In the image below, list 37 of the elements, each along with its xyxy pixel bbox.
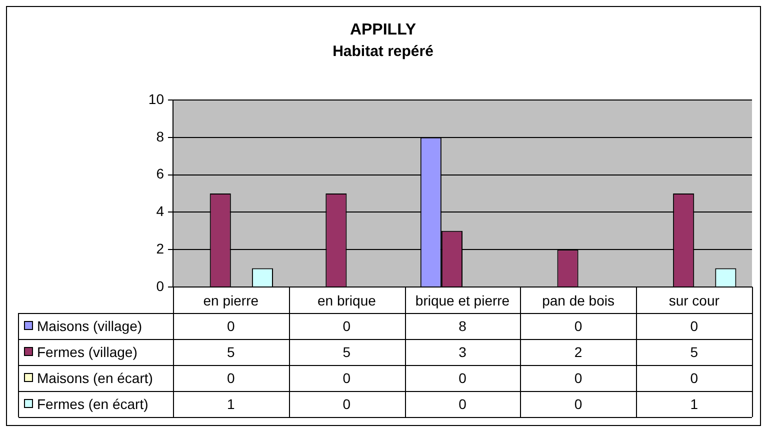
y-tick-label: 8 [156, 128, 164, 144]
y-tick-label: 0 [156, 278, 164, 294]
chart-subtitle: Habitat repéré [332, 43, 434, 60]
legend-label: Fermes (village) [37, 344, 138, 360]
data-label: 8 [458, 318, 467, 334]
data-label: 0 [227, 370, 235, 386]
x-tick-label: pan de bois [542, 292, 615, 308]
legend-label: Maisons (village) [37, 318, 142, 334]
data-label: 0 [342, 396, 351, 412]
x-tick-label: sur cour [668, 292, 720, 308]
data-label: 1 [227, 396, 235, 412]
x-tick-label: en pierre [203, 292, 259, 308]
data-label: 0 [574, 318, 582, 334]
data-label: 0 [574, 396, 582, 412]
legend-label: Maisons (en écart) [37, 370, 153, 386]
data-label: 0 [458, 370, 467, 386]
y-tick-label: 4 [156, 203, 164, 220]
chart-title: APPILLY [350, 21, 416, 38]
x-tick-label: en brique [318, 292, 376, 308]
data-label: 0 [342, 318, 351, 334]
legend-label: Fermes (en écart) [37, 396, 148, 412]
data-label: 3 [458, 344, 467, 360]
y-tick-label: 10 [148, 90, 164, 107]
data-label: 0 [342, 370, 351, 386]
data-label: 5 [690, 344, 698, 360]
data-label: 0 [458, 396, 467, 412]
data-label: 0 [690, 318, 698, 334]
y-tick-label: 2 [156, 240, 164, 256]
x-tick-label: brique et pierre [415, 292, 510, 308]
data-label: 5 [342, 344, 351, 360]
data-label: 5 [227, 344, 235, 360]
data-label: 0 [690, 370, 698, 386]
data-label: 0 [574, 370, 582, 386]
data-label: 2 [574, 344, 582, 360]
y-tick-label: 6 [156, 166, 164, 182]
data-label: 1 [690, 396, 698, 412]
data-label: 0 [227, 318, 235, 334]
